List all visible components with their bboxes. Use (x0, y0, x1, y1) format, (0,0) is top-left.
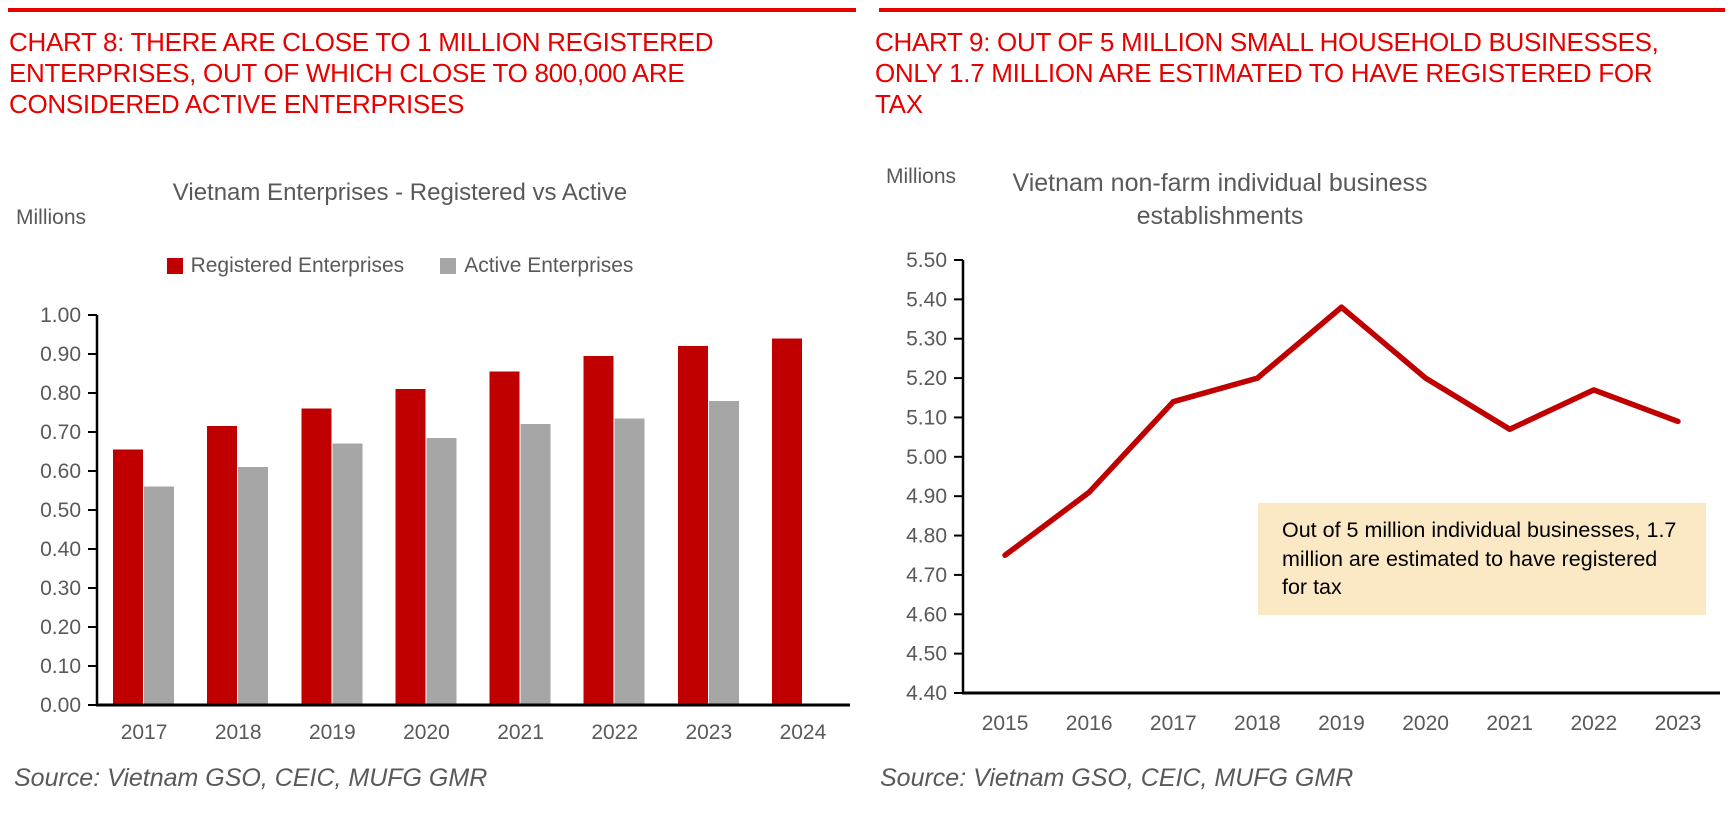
x-tick-label: 2024 (780, 721, 827, 744)
chart9-panel: CHART 9: OUT OF 5 MILLION SMALL HOUSEHOL… (866, 0, 1732, 835)
y-tick-label: 5.10 (906, 406, 947, 429)
x-tick-label: 2018 (215, 721, 262, 744)
bar-registered-2021 (489, 371, 520, 705)
y-tick-label: 5.30 (906, 328, 947, 351)
x-tick-label: 2023 (1655, 712, 1702, 735)
chart9-units-label: Millions (886, 165, 957, 188)
chart8-source: Source: Vietnam GSO, CEIC, MUFG GMR (14, 764, 488, 792)
x-tick-label: 2021 (1486, 712, 1533, 735)
chart9-title: Vietnam non-farm individual business est… (1012, 169, 1428, 230)
y-tick-label: 5.20 (906, 367, 947, 390)
bar-registered-2020 (395, 389, 426, 705)
bar-registered-2017 (113, 449, 144, 705)
chart8-units-label: Millions (16, 206, 87, 229)
y-tick-label: 0.10 (40, 655, 81, 678)
x-tick-label: 2022 (1570, 712, 1617, 735)
chart9-annotation-box: Out of 5 million individual businesses, … (1258, 503, 1706, 615)
y-tick-label: 0.40 (40, 538, 81, 561)
legend-label-registered: Registered Enterprises (190, 254, 405, 277)
bar-active-2017 (144, 486, 175, 705)
y-tick-label: 4.50 (906, 643, 947, 666)
chart8-heading: CHART 8: THERE ARE CLOSE TO 1 MILLION RE… (9, 27, 714, 120)
x-tick-label: 2019 (309, 721, 356, 744)
legend-item-active: Active Enterprises (440, 254, 633, 278)
bar-active-2021 (520, 424, 551, 705)
y-tick-label: 1.00 (40, 304, 81, 327)
registered-series-swatch-icon (166, 258, 183, 274)
y-tick-label: 5.40 (906, 288, 947, 311)
bar-registered-2019 (301, 408, 332, 705)
y-tick-label: 0.00 (40, 694, 81, 717)
y-tick-label: 4.70 (906, 564, 947, 587)
y-tick-label: 4.40 (906, 682, 947, 705)
bar-active-2018 (238, 467, 269, 705)
bar-active-2022 (614, 418, 645, 705)
y-tick-label: 0.20 (40, 616, 81, 639)
x-tick-label: 2018 (1234, 712, 1281, 735)
bar-registered-2018 (207, 426, 238, 705)
establishments-line-series (1002, 304, 1681, 558)
bar-active-2019 (332, 443, 363, 705)
x-tick-label: 2020 (1402, 712, 1449, 735)
x-tick-label: 2017 (121, 721, 168, 744)
y-tick-label: 0.60 (40, 460, 81, 483)
chart8-legend: Registered Enterprises Active Enterprise… (0, 254, 800, 278)
x-tick-label: 2017 (1150, 712, 1197, 735)
y-tick-label: 0.50 (40, 499, 81, 522)
bar-registered-2024 (771, 338, 802, 705)
active-series-swatch-icon (440, 258, 457, 274)
x-tick-label: 2015 (982, 712, 1029, 735)
chart9-heading: CHART 9: OUT OF 5 MILLION SMALL HOUSEHOL… (875, 27, 1659, 120)
bar-registered-2022 (583, 355, 614, 705)
x-tick-label: 2023 (685, 721, 732, 744)
y-tick-label: 5.50 (906, 249, 947, 272)
y-tick-label: 4.90 (906, 485, 947, 508)
x-tick-label: 2021 (497, 721, 544, 744)
y-tick-label: 4.60 (906, 603, 947, 626)
y-tick-label: 0.80 (40, 382, 81, 405)
x-tick-label: 2020 (403, 721, 450, 744)
legend-item-registered: Registered Enterprises (166, 254, 405, 278)
top-rule-left (8, 8, 856, 12)
chart9-source: Source: Vietnam GSO, CEIC, MUFG GMR (880, 764, 1354, 792)
x-tick-label: 2019 (1318, 712, 1365, 735)
bar-registered-2023 (677, 346, 708, 705)
y-tick-label: 0.70 (40, 421, 81, 444)
x-tick-label: 2016 (1066, 712, 1113, 735)
y-tick-label: 0.30 (40, 577, 81, 600)
bar-active-2020 (426, 437, 457, 705)
chart8-title: Vietnam Enterprises - Registered vs Acti… (172, 179, 628, 206)
bar-active-2023 (708, 400, 739, 705)
chart8-panel: CHART 8: THERE ARE CLOSE TO 1 MILLION RE… (0, 8, 856, 792)
y-tick-label: 0.90 (40, 343, 81, 366)
y-tick-label: 4.80 (906, 525, 947, 548)
legend-label-active: Active Enterprises (464, 254, 634, 277)
chart9-line-chart: 5.50 5.40 5.30 5.20 5.10 5.00 4.90 4.80 4.70 4.60… (906, 249, 1720, 735)
chart8-bar-chart: 1.00 0.90 0.80 0.70 0.60 0.50 0.40 0.30 0.20 0.10… (40, 304, 850, 744)
top-rule-right (879, 8, 1725, 12)
x-tick-label: 2022 (591, 721, 638, 744)
y-tick-label: 5.00 (906, 446, 947, 469)
